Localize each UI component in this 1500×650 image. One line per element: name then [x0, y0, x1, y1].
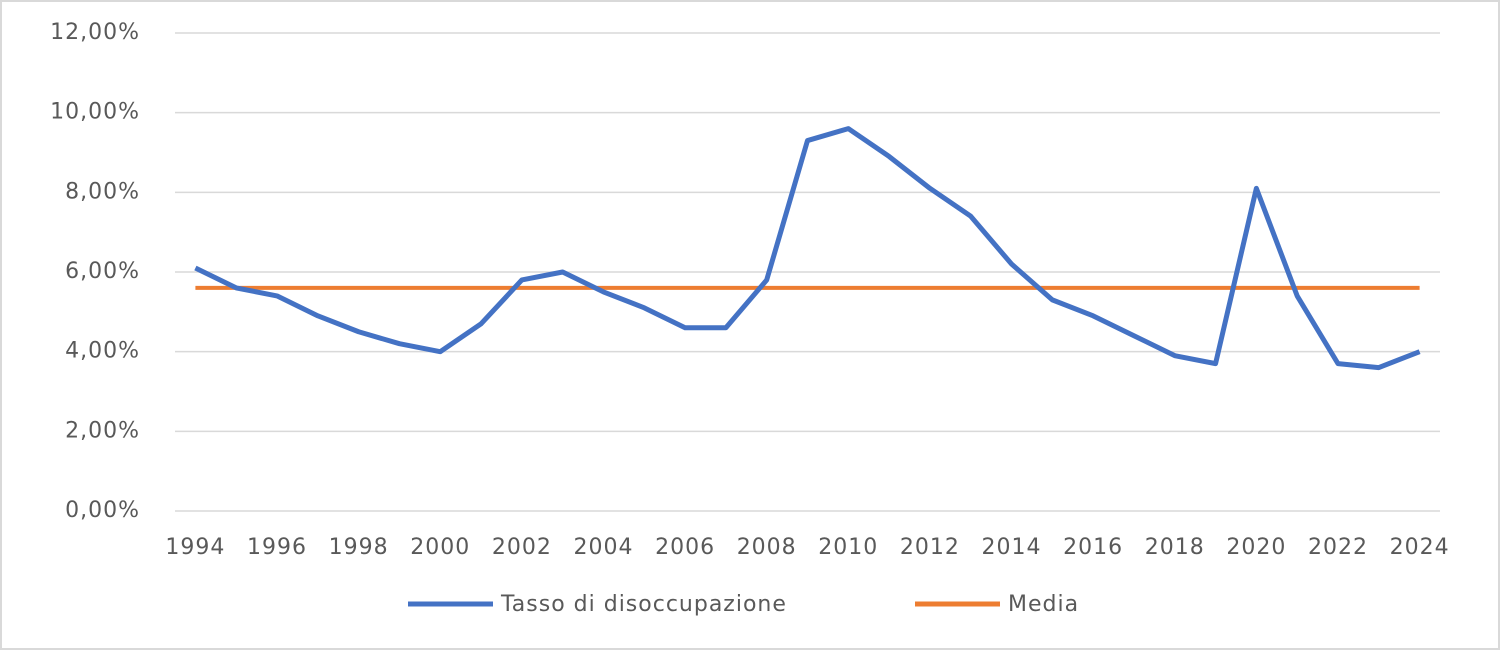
y-tick-label: 2,00% [65, 418, 140, 443]
y-tick-label: 10,00% [50, 100, 140, 125]
y-tick-label: 4,00% [65, 339, 140, 364]
x-tick-label: 2022 [1308, 535, 1368, 560]
x-tick-label: 2020 [1226, 535, 1286, 560]
x-tick-label: 1998 [329, 535, 389, 560]
x-tick-label: 2008 [737, 535, 797, 560]
y-tick-label: 8,00% [65, 179, 140, 204]
y-tick-label: 12,00% [50, 20, 140, 45]
x-tick-label: 1994 [165, 535, 225, 560]
x-tick-label: 2016 [1063, 535, 1123, 560]
legend-label: Tasso di disoccupazione [500, 592, 787, 617]
x-tick-label: 2004 [573, 535, 633, 560]
x-tick-label: 2024 [1390, 535, 1450, 560]
x-tick-label: 2014 [982, 535, 1042, 560]
x-tick-label: 2018 [1145, 535, 1205, 560]
x-tick-label: 1996 [247, 535, 307, 560]
legend-label: Media [1008, 592, 1079, 617]
x-tick-label: 2002 [492, 535, 552, 560]
x-tick-label: 2012 [900, 535, 960, 560]
x-tick-label: 2006 [655, 535, 715, 560]
x-tick-label: 2010 [818, 535, 878, 560]
line-series [194, 126, 1421, 371]
y-tick-label: 6,00% [65, 259, 140, 284]
x-tick-label: 2000 [410, 535, 470, 560]
y-tick-label: 0,00% [65, 498, 140, 523]
